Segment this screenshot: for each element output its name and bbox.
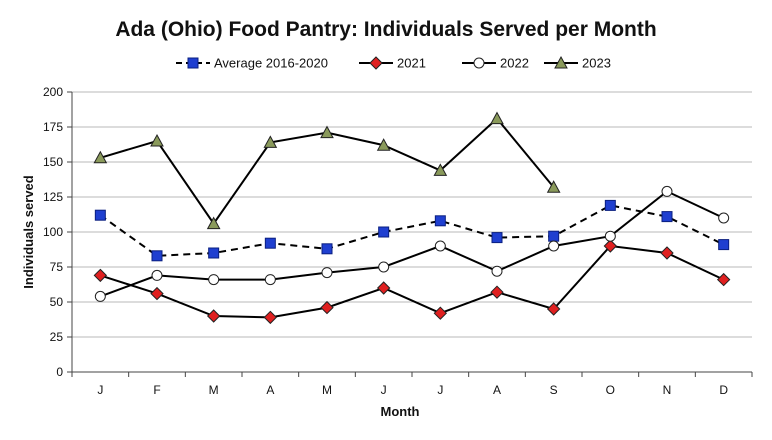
data-point bbox=[321, 243, 333, 255]
data-point bbox=[433, 306, 448, 320]
data-point bbox=[150, 133, 164, 147]
legend-label: 2023 bbox=[582, 56, 611, 71]
legend-marker bbox=[554, 55, 568, 69]
y-tick-label: 75 bbox=[50, 260, 64, 274]
legend-marker bbox=[187, 57, 199, 69]
data-point bbox=[376, 138, 391, 151]
data-point bbox=[604, 230, 616, 242]
series-line bbox=[99, 190, 725, 298]
data-point bbox=[264, 237, 276, 249]
y-tick-label: 100 bbox=[43, 225, 63, 239]
data-point bbox=[661, 211, 673, 223]
data-point bbox=[604, 199, 616, 211]
x-tick-label: M bbox=[209, 383, 219, 397]
x-tick-label: S bbox=[550, 383, 558, 397]
data-point bbox=[206, 216, 221, 230]
x-tick-label: M bbox=[322, 383, 332, 397]
data-point bbox=[378, 226, 390, 238]
data-point bbox=[491, 265, 503, 277]
data-point bbox=[264, 274, 276, 286]
data-point bbox=[206, 309, 221, 323]
chart-legend: Average 2016-2020 2021 2022 2023 bbox=[176, 56, 611, 71]
data-point bbox=[378, 261, 390, 273]
data-point bbox=[490, 285, 504, 299]
series-4 bbox=[93, 111, 561, 230]
data-point bbox=[320, 300, 334, 315]
data-point bbox=[434, 240, 446, 252]
data-point bbox=[320, 125, 334, 139]
data-point bbox=[263, 310, 278, 325]
series-line bbox=[99, 204, 725, 257]
data-point bbox=[208, 247, 220, 259]
data-point bbox=[491, 232, 503, 244]
series-2 bbox=[93, 239, 731, 325]
data-point bbox=[718, 239, 730, 251]
y-axis-label: Individuals served bbox=[21, 175, 36, 288]
x-tick-label: A bbox=[266, 383, 274, 397]
x-tick-label: D bbox=[719, 383, 728, 397]
data-point bbox=[660, 246, 674, 260]
data-point bbox=[661, 185, 673, 197]
legend-marker bbox=[473, 57, 485, 69]
chart-title: Ada (Ohio) Food Pantry: Individuals Serv… bbox=[115, 18, 656, 41]
data-point bbox=[716, 272, 731, 287]
data-point bbox=[263, 135, 278, 148]
series-3 bbox=[94, 185, 730, 302]
legend-label: 2021 bbox=[397, 56, 426, 71]
data-point bbox=[151, 250, 163, 262]
data-point bbox=[548, 230, 560, 242]
x-tick-label: N bbox=[663, 383, 672, 397]
y-tick-label: 175 bbox=[43, 120, 63, 134]
data-point bbox=[321, 267, 333, 279]
data-point bbox=[150, 286, 164, 301]
x-tick-label: J bbox=[437, 383, 443, 397]
data-point bbox=[93, 150, 108, 164]
y-tick-label: 50 bbox=[50, 295, 64, 309]
y-tick-label: 25 bbox=[50, 330, 64, 344]
data-point bbox=[208, 274, 220, 286]
data-point bbox=[376, 281, 391, 295]
x-axis-label: Month bbox=[381, 404, 420, 419]
data-point bbox=[603, 239, 618, 253]
y-tick-label: 200 bbox=[43, 85, 63, 99]
series-lines bbox=[93, 111, 731, 325]
series-line bbox=[100, 244, 725, 319]
legend-label: Average 2016-2020 bbox=[214, 56, 328, 71]
data-point bbox=[434, 215, 446, 227]
y-tick-label: 150 bbox=[43, 155, 63, 169]
data-point bbox=[718, 212, 730, 224]
x-tick-label: O bbox=[606, 383, 615, 397]
data-point bbox=[548, 240, 560, 252]
x-tick-label: J bbox=[97, 383, 103, 397]
data-point bbox=[93, 268, 108, 283]
data-point bbox=[546, 180, 561, 193]
data-point bbox=[151, 269, 163, 281]
x-tick-label: A bbox=[493, 383, 501, 397]
data-point bbox=[94, 290, 106, 302]
data-point bbox=[94, 209, 106, 221]
y-tick-label: 0 bbox=[56, 365, 63, 379]
series-1 bbox=[94, 199, 730, 262]
legend-marker bbox=[369, 56, 383, 70]
data-point bbox=[433, 163, 448, 176]
y-tick-labels: 0 25 50 75 100 125 150 175 200 bbox=[43, 85, 63, 379]
data-point bbox=[490, 111, 504, 125]
x-tick-label: J bbox=[381, 383, 387, 397]
x-tick-label: F bbox=[153, 383, 160, 397]
legend-label: 2022 bbox=[500, 56, 529, 71]
y-tick-label: 125 bbox=[43, 190, 63, 204]
data-point bbox=[546, 302, 561, 316]
gridlines bbox=[67, 91, 752, 373]
